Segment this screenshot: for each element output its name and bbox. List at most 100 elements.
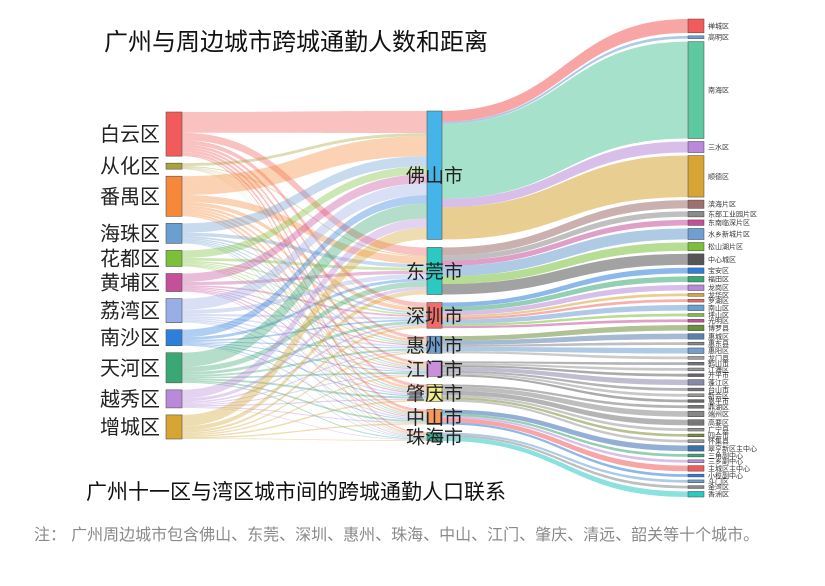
flow-白云区-深圳市	[182, 140, 427, 307]
city-label: 深圳市	[406, 305, 463, 327]
node-district	[687, 393, 705, 397]
flow-中山市-小榄副中心	[442, 422, 688, 477]
district-label: 坪山区	[708, 310, 729, 319]
district-label: 南山区	[708, 303, 729, 312]
node-district	[687, 228, 705, 240]
district-label: 三水区	[708, 143, 729, 152]
flow-黄埔区-惠州市	[182, 286, 427, 346]
flow-中山市-主城区主中心	[442, 418, 688, 472]
district-label: 宝安区	[708, 266, 729, 275]
flow-番禺区-惠州市	[182, 205, 427, 343]
flow-天河区-江门市	[182, 372, 427, 379]
flow-东莞市-中心城区	[442, 253, 688, 295]
district-label: 光明区	[708, 316, 729, 325]
district-label: 禅城区	[708, 21, 729, 30]
district-label: 东南临深片区	[708, 218, 750, 227]
flow-白云区-惠州市	[182, 144, 427, 340]
flow-江门市-江海区	[442, 363, 688, 371]
district-label: 博罗县	[708, 323, 729, 332]
node-district	[687, 35, 705, 39]
node-district	[687, 410, 705, 417]
flow-越秀区-江门市	[182, 373, 427, 406]
district-label: 惠东县	[708, 339, 729, 348]
district-label: 松山湖片区	[708, 242, 743, 251]
flow-天河区-深圳市	[182, 320, 427, 375]
node-district	[687, 253, 705, 266]
district-label: 端州区	[708, 409, 729, 418]
node-city	[426, 247, 443, 295]
flow-深圳市-宝安区	[442, 267, 688, 307]
flow-珠海市-金湾区	[442, 434, 688, 489]
flow-荔湾区-惠州市	[182, 316, 427, 348]
node-district	[687, 333, 705, 340]
flow-越秀区-东莞市	[182, 286, 427, 402]
flow-黄埔区-佛山市	[182, 174, 427, 282]
flow-番禺区-肇庆市	[182, 210, 427, 391]
node-district	[687, 419, 705, 426]
node-district	[687, 379, 705, 386]
node-district	[687, 387, 705, 392]
district-label: 台山市	[708, 385, 729, 394]
node-district	[687, 199, 705, 209]
flow-天河区-佛山市	[182, 203, 427, 367]
flow-番禺区-深圳市	[182, 201, 427, 312]
district-label: 金湾区	[708, 483, 729, 492]
district-label: 福田区	[708, 275, 729, 284]
district-label: 江海区	[708, 365, 729, 374]
district-label: 香洲区	[708, 490, 729, 499]
flow-肇庆市-高要区	[442, 390, 688, 426]
flow-从化区-肇庆市	[182, 168, 427, 388]
district-label: 开平市	[708, 371, 729, 380]
flow-南沙区-惠州市	[182, 341, 427, 349]
source-label: 增城区	[100, 415, 160, 439]
district-label: 顺德区	[708, 172, 729, 181]
flow-江门市-开平市	[442, 365, 688, 377]
flow-黄埔区-珠海市	[182, 290, 427, 438]
flow-黄埔区-东莞市	[182, 270, 427, 286]
district-label: 翠亨新区主中心	[708, 444, 757, 453]
node-source	[165, 250, 183, 267]
district-label: 鹤山市	[708, 359, 729, 368]
district-label: 南海区	[708, 86, 729, 95]
flow-肇庆市-广宁县	[442, 395, 688, 432]
flow-深圳市-龙华区	[442, 293, 688, 318]
district-label: 龙华区	[708, 290, 729, 299]
flow-深圳市-光明区	[442, 319, 688, 329]
district-label: 东部工业园片区	[708, 210, 757, 219]
node-source	[165, 298, 183, 323]
node-source	[165, 223, 183, 244]
node-district	[687, 18, 705, 34]
flow-荔湾区-肇庆市	[182, 319, 427, 396]
district-label: 水乡新城片区	[708, 229, 750, 238]
node-city	[426, 384, 443, 402]
flow-黄埔区-中山市	[182, 290, 427, 418]
flow-增城区-深圳市	[182, 325, 427, 433]
flow-从化区-惠州市	[182, 167, 427, 340]
node-source	[165, 162, 183, 170]
flow-南沙区-深圳市	[182, 319, 427, 342]
flow-南沙区-佛山市	[182, 195, 427, 338]
node-district	[687, 405, 705, 409]
node-city	[426, 409, 443, 425]
flow-花都区-江门市	[182, 263, 427, 369]
flow-越秀区-珠海市	[182, 407, 427, 441]
flow-南沙区-江门市	[182, 342, 427, 373]
city-label: 肇庆市	[406, 383, 463, 405]
flow-黄埔区-肇庆市	[182, 288, 427, 394]
node-city	[426, 432, 443, 442]
flow-番禺区-中山市	[182, 212, 427, 415]
district-label: 惠阳区	[708, 346, 729, 355]
flow-海珠区-深圳市	[182, 236, 427, 314]
flow-东莞市-水乡新城片区	[442, 228, 688, 277]
flow-白云区-江门市	[182, 147, 427, 364]
flow-南沙区-珠海市	[182, 345, 427, 439]
source-label: 荔湾区	[100, 299, 160, 323]
flow-中山市-三乡副中心	[442, 415, 688, 463]
flow-海珠区-东莞市	[182, 232, 427, 268]
source-label: 南沙区	[100, 326, 160, 350]
district-label: 滨海片区	[708, 200, 736, 209]
node-district	[687, 242, 705, 252]
district-label: 四会市	[708, 431, 729, 440]
district-label: 鼎湖区	[708, 402, 729, 411]
